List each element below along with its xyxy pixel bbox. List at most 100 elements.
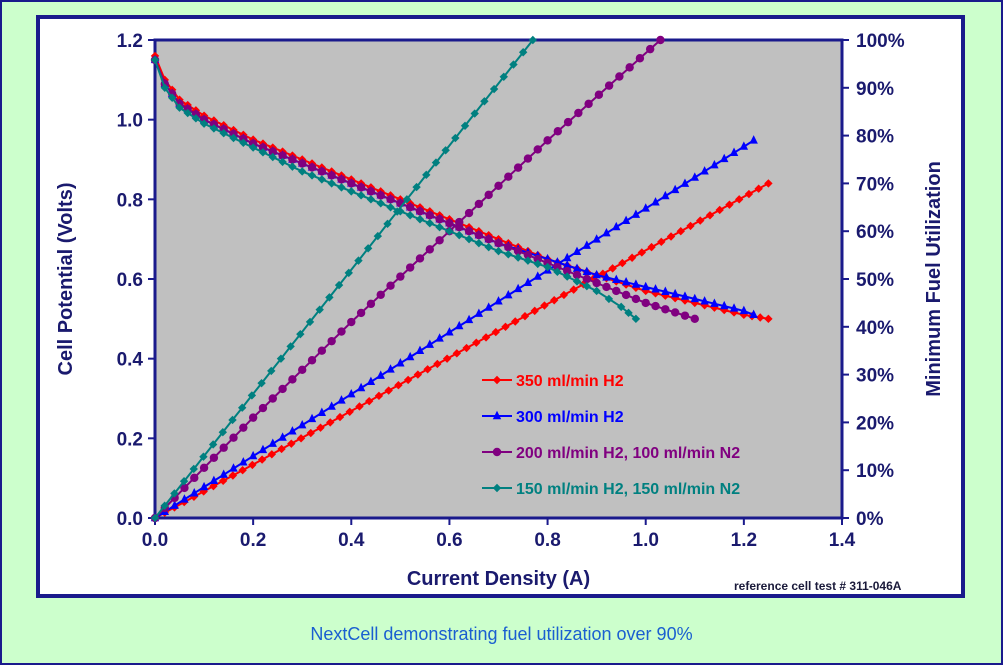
series-2-utilization-point xyxy=(474,308,484,317)
series-3-utilization-point xyxy=(543,136,552,145)
series-4-potential-point xyxy=(199,119,209,128)
series-3-potential-point xyxy=(484,234,493,244)
series-4-potential-point xyxy=(513,253,523,262)
series-3-utilization-point xyxy=(268,394,277,403)
series-4-potential-point xyxy=(160,83,170,92)
series-1-utilization-point xyxy=(199,487,208,496)
series-4-potential-point xyxy=(504,250,513,259)
series-3-potential-point xyxy=(405,203,415,212)
series-2-potential-point xyxy=(690,293,699,303)
series-4-utilization-point xyxy=(431,158,441,167)
series-3-utilization-point xyxy=(563,117,573,127)
series-1-utilization-point xyxy=(413,370,423,379)
series-4-potential-point xyxy=(167,93,177,102)
series-2-utilization-point xyxy=(720,153,729,163)
series-4-utilization-point xyxy=(422,170,431,180)
series-3-utilization-point xyxy=(209,453,219,462)
series-3-potential-point xyxy=(592,278,601,288)
series-4-potential-point xyxy=(229,133,238,143)
series-3-potential-point xyxy=(504,242,513,252)
series-1-potential-point xyxy=(720,305,729,315)
series-2-utilization-point xyxy=(386,364,395,373)
series-2-potential-point xyxy=(739,305,749,315)
series-3-utilization-point xyxy=(425,245,434,254)
series-1-utilization-point xyxy=(209,481,218,491)
series-2-utilization-point xyxy=(572,246,582,256)
series-4-utilization-point xyxy=(363,244,373,253)
series-4-potential-point xyxy=(616,302,626,312)
series-2-utilization-point xyxy=(376,370,385,379)
series-1-utilization-point xyxy=(335,412,345,422)
series-3-utilization-point xyxy=(405,263,415,272)
series-2-utilization-point xyxy=(366,376,376,386)
series-3-potential-point xyxy=(474,230,484,240)
series-3-potential-point xyxy=(278,151,287,160)
series-3-utilization-point xyxy=(625,63,634,72)
series-3-potential-point xyxy=(631,294,641,304)
series-1-utilization-point xyxy=(637,248,647,257)
series-3-potential-point xyxy=(356,183,366,192)
series-1-utilization-point xyxy=(696,216,705,225)
series-3-potential-point xyxy=(435,215,444,224)
series-2-utilization-point xyxy=(513,283,523,293)
series-3-potential-point xyxy=(307,163,317,172)
series-4-utilization-point xyxy=(237,403,247,412)
series-4-potential-point xyxy=(631,314,641,324)
series-1-utilization-point xyxy=(481,333,491,342)
series-3-utilization-point xyxy=(376,290,385,299)
series-1-utilization-point xyxy=(306,428,315,438)
series-1-utilization-point xyxy=(433,359,442,369)
series-2-utilization-point xyxy=(298,419,307,429)
series-3-utilization-point xyxy=(494,181,503,190)
series-4-potential-point xyxy=(219,129,228,138)
series-4-utilization-point xyxy=(528,35,538,45)
series-2-utilization-point xyxy=(356,382,366,392)
series-3-potential-point xyxy=(288,155,297,164)
y2-tick-label: 40% xyxy=(856,318,894,339)
series-3-potential-point xyxy=(376,191,385,200)
series-4-potential-point xyxy=(533,259,542,269)
series-4-potential-point xyxy=(582,281,592,291)
series-2-utilization-point xyxy=(729,147,739,156)
series-2-utilization-point xyxy=(710,159,719,169)
series-1-utilization-point xyxy=(588,274,598,284)
series-4-utilization-point xyxy=(286,342,295,351)
series-3-utilization-point xyxy=(513,163,523,172)
series-4-potential-point xyxy=(191,114,201,123)
figure-caption: NextCell demonstrating fuel utilization … xyxy=(310,624,693,644)
legend-label: 200 ml/min H2, 100 ml/min N2 xyxy=(516,445,740,462)
series-1-utilization-point xyxy=(608,264,617,273)
series-3-utilization-point xyxy=(347,317,356,327)
series-4-potential-point xyxy=(268,152,277,162)
series-3-potential-point xyxy=(298,159,307,168)
series-4-potential-point xyxy=(415,215,425,224)
plot-area xyxy=(153,38,844,520)
series-3-utilization-point xyxy=(190,473,199,483)
series-2-utilization-point xyxy=(582,240,592,249)
series-4-potential-point xyxy=(445,227,454,236)
series-2-utilization-point xyxy=(347,388,356,398)
series-4-potential-point xyxy=(592,286,601,296)
series-3-potential-point xyxy=(553,262,562,272)
series-4-utilization-point xyxy=(383,219,392,229)
series-4-utilization-point xyxy=(296,329,305,339)
series-4-utilization-point xyxy=(170,489,179,498)
series-4-potential-point xyxy=(366,195,376,204)
series-2-utilization-point xyxy=(661,190,670,200)
legend-marker xyxy=(492,375,502,385)
series-4-potential-point xyxy=(396,207,405,216)
y2-tick-label: 60% xyxy=(856,222,894,243)
series-2-utilization-point xyxy=(641,203,650,212)
series-1-utilization-point xyxy=(520,311,530,321)
series-3-utilization-point xyxy=(199,463,209,473)
series-2-utilization-point xyxy=(268,438,277,447)
series-4-potential-point xyxy=(543,262,552,272)
series-3-potential-point xyxy=(513,246,523,256)
series-1-utilization-point xyxy=(764,179,773,188)
series-2-utilization-point xyxy=(602,228,611,237)
series-4-potential-point xyxy=(386,203,395,212)
reference-note: reference cell test # 311-046A xyxy=(734,579,902,593)
series-3-potential-point xyxy=(386,195,395,204)
series-3-utilization-point xyxy=(484,190,493,200)
series-1-potential-point xyxy=(756,313,765,322)
